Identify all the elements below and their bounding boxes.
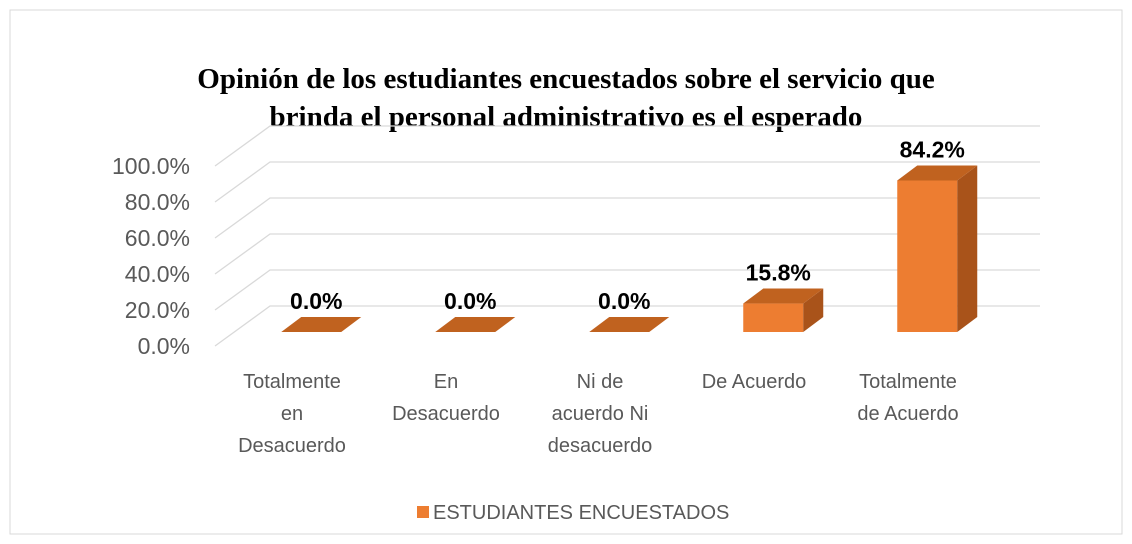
y-tick-label: 80.0% (125, 189, 190, 215)
bar (589, 317, 670, 332)
legend-swatch (417, 506, 429, 518)
bar (743, 288, 824, 332)
x-tick-label: Totalmente de Acuerdo (857, 371, 959, 425)
bar-side (803, 288, 824, 332)
grid-line (214, 125, 1040, 167)
data-label: 0.0% (444, 288, 496, 314)
bar-top (435, 317, 516, 332)
bar-top (589, 317, 670, 332)
y-tick-label: 100.0% (112, 153, 190, 179)
y-tick-label: 0.0% (138, 333, 190, 359)
x-tick-label: En Desacuerdo (392, 371, 500, 425)
x-tick-label: De Acuerdo (701, 371, 807, 393)
legend-label: ESTUDIANTES ENCUESTADOS (433, 502, 729, 524)
grid-line (214, 233, 1040, 275)
bar-top (897, 165, 978, 181)
bar-front (743, 303, 804, 332)
y-tick-label: 20.0% (125, 297, 190, 323)
x-tick-label: Ni de acuerdo Ni desacuerdo (547, 371, 653, 457)
bar (435, 317, 516, 332)
data-label: 0.0% (290, 288, 342, 314)
bar-side (957, 165, 978, 332)
grid-line (214, 161, 1040, 203)
y-tick-label: 40.0% (125, 261, 190, 287)
bar-top (281, 317, 362, 332)
data-label: 84.2% (900, 136, 965, 162)
bar (281, 317, 362, 332)
data-label: 0.0% (598, 288, 650, 314)
bar (897, 165, 978, 332)
y-tick-label: 60.0% (125, 225, 190, 251)
bar-top (743, 288, 824, 304)
chart-title: Opinión de los estudiantes encuestados s… (197, 63, 935, 133)
data-label: 15.8% (746, 260, 811, 286)
grid-line (214, 269, 1040, 311)
bar-front (897, 180, 958, 332)
x-tick-label: Totalmente en Desacuerdo (238, 371, 346, 457)
grid-line (214, 197, 1040, 239)
